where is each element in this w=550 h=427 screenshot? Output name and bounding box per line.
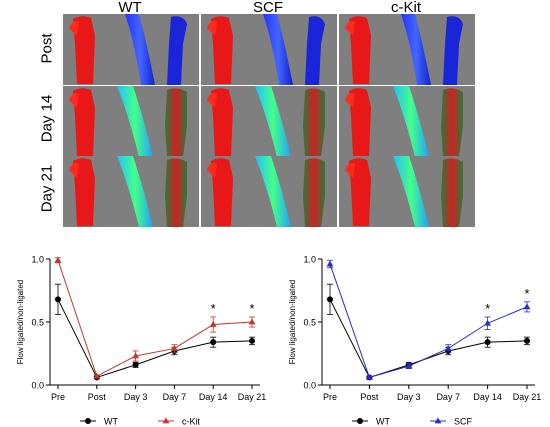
data-point bbox=[327, 296, 333, 303]
legend-marker bbox=[434, 417, 442, 424]
data-point bbox=[249, 337, 255, 344]
legend-label: c-Kit bbox=[182, 417, 200, 427]
data-point bbox=[405, 362, 413, 369]
x-tick-label: Day 14 bbox=[199, 392, 228, 402]
data-point bbox=[248, 318, 256, 325]
x-tick-label: Post bbox=[360, 392, 379, 402]
perfusion-image-panel bbox=[339, 156, 475, 227]
data-point bbox=[54, 256, 62, 263]
data-point bbox=[523, 303, 531, 310]
x-tick-label: Day 21 bbox=[513, 392, 542, 402]
perfusion-image-panel bbox=[201, 86, 337, 157]
data-point bbox=[209, 320, 217, 327]
x-tick-label: Pre bbox=[323, 392, 337, 402]
row-title-day21: Day 21 bbox=[38, 164, 56, 213]
row-title-day14: Day 14 bbox=[38, 94, 56, 143]
data-point bbox=[366, 373, 373, 380]
x-tick-label: Day 14 bbox=[473, 392, 502, 402]
data-point bbox=[55, 296, 61, 303]
data-point bbox=[484, 339, 491, 346]
legend-marker bbox=[85, 418, 91, 424]
perfusion-image-panel bbox=[201, 156, 337, 227]
line-chart-ckit: 0.0 0.5 1.0 Flow ligated/non-ligated Pre Post… bbox=[16, 255, 267, 427]
series-line-wt bbox=[329, 299, 528, 379]
column-title-wt: WT bbox=[118, 0, 142, 16]
data-point bbox=[93, 372, 101, 379]
y-tick-label: 0.0 bbox=[303, 381, 316, 391]
y-tick-label: 0.5 bbox=[31, 318, 44, 328]
data-point bbox=[171, 344, 178, 351]
data-point bbox=[326, 260, 334, 267]
x-tick-label: Day 7 bbox=[163, 392, 187, 402]
series-line-wt bbox=[57, 299, 253, 379]
legend-label: WT bbox=[104, 417, 118, 427]
x-tick-label: Day 21 bbox=[238, 392, 267, 402]
perfusion-image-panel bbox=[63, 14, 199, 85]
legend-label: WT bbox=[376, 417, 390, 427]
y-tick-label: 0.0 bbox=[31, 381, 44, 391]
significance-marker: * bbox=[485, 301, 490, 316]
x-tick-label: Day 7 bbox=[436, 392, 460, 402]
y-tick-label: 1.0 bbox=[31, 255, 44, 265]
legend-label: SCF bbox=[454, 417, 473, 427]
data-point bbox=[524, 337, 530, 344]
perfusion-image-panel bbox=[201, 14, 337, 85]
series-line-scf bbox=[329, 263, 528, 379]
data-point bbox=[210, 339, 217, 346]
data-point bbox=[484, 319, 491, 326]
data-point bbox=[132, 361, 139, 368]
perfusion-image-panel bbox=[339, 14, 475, 85]
legend-marker bbox=[357, 418, 363, 424]
y-axis-label: Flow ligated/non-ligated bbox=[16, 280, 25, 365]
y-axis-label: Flow ligated/non-ligated bbox=[288, 280, 297, 365]
x-tick-label: Day 3 bbox=[397, 392, 421, 402]
line-chart-scf: 0.0 0.5 1.0 Flow ligated/non-ligated Pre Post… bbox=[288, 255, 542, 427]
significance-marker: * bbox=[211, 301, 216, 316]
perfusion-image-panel bbox=[339, 86, 475, 157]
significance-marker: * bbox=[524, 286, 529, 301]
x-tick-label: Post bbox=[88, 392, 107, 402]
data-point bbox=[444, 344, 452, 351]
data-point bbox=[132, 352, 139, 359]
perfusion-image-panel bbox=[63, 156, 199, 227]
perfusion-image-panel bbox=[63, 86, 199, 157]
x-tick-label: Day 3 bbox=[124, 392, 148, 402]
significance-marker: * bbox=[249, 301, 254, 316]
column-title-ckit: c-Kit bbox=[391, 0, 421, 16]
series-line-c-kit bbox=[57, 260, 253, 377]
y-tick-label: 1.0 bbox=[303, 255, 316, 265]
column-title-scf: SCF bbox=[253, 0, 283, 16]
row-title-post: Post bbox=[38, 33, 56, 64]
x-tick-label: Pre bbox=[51, 392, 65, 402]
y-tick-label: 0.5 bbox=[303, 318, 316, 328]
legend-marker bbox=[162, 417, 170, 424]
